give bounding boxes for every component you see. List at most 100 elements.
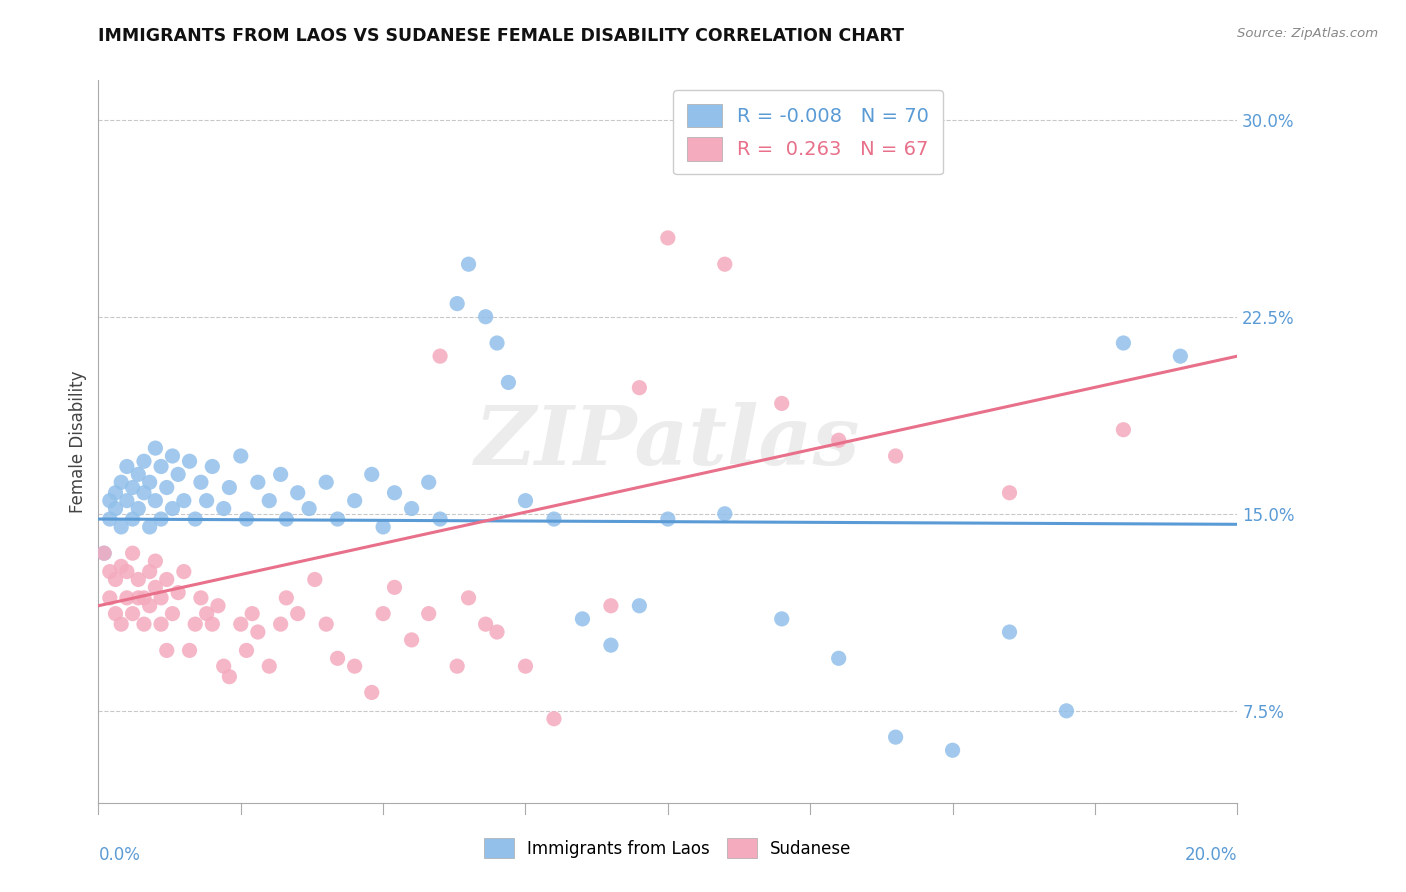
- Point: [384, 485, 406, 500]
- Point: [714, 257, 737, 271]
- Point: [145, 493, 167, 508]
- Point: [235, 643, 257, 657]
- Point: [115, 493, 138, 508]
- Point: [515, 493, 537, 508]
- Point: [184, 617, 207, 632]
- Point: [110, 520, 132, 534]
- Point: [156, 643, 179, 657]
- Point: [998, 625, 1021, 640]
- Point: [498, 376, 520, 390]
- Point: [138, 475, 160, 490]
- Point: [121, 481, 143, 495]
- Point: [418, 475, 440, 490]
- Point: [446, 296, 468, 310]
- Point: [190, 591, 212, 605]
- Point: [190, 475, 212, 490]
- Point: [884, 449, 907, 463]
- Point: [218, 481, 240, 495]
- Point: [326, 512, 349, 526]
- Legend: Immigrants from Laos, Sudanese: Immigrants from Laos, Sudanese: [475, 830, 860, 867]
- Point: [770, 612, 793, 626]
- Point: [121, 512, 143, 526]
- Point: [315, 617, 337, 632]
- Point: [207, 599, 229, 613]
- Point: [270, 467, 292, 482]
- Point: [657, 231, 679, 245]
- Point: [287, 607, 309, 621]
- Point: [360, 685, 382, 699]
- Point: [98, 512, 121, 526]
- Point: [93, 546, 115, 560]
- Point: [304, 573, 326, 587]
- Point: [229, 617, 252, 632]
- Text: IMMIGRANTS FROM LAOS VS SUDANESE FEMALE DISABILITY CORRELATION CHART: IMMIGRANTS FROM LAOS VS SUDANESE FEMALE …: [98, 27, 904, 45]
- Point: [446, 659, 468, 673]
- Point: [474, 310, 496, 324]
- Point: [270, 617, 292, 632]
- Point: [1112, 423, 1135, 437]
- Point: [828, 651, 851, 665]
- Point: [132, 591, 155, 605]
- Point: [98, 493, 121, 508]
- Point: [240, 607, 263, 621]
- Point: [384, 580, 406, 594]
- Point: [218, 670, 240, 684]
- Point: [418, 607, 440, 621]
- Point: [132, 617, 155, 632]
- Point: [115, 591, 138, 605]
- Point: [195, 607, 218, 621]
- Point: [145, 580, 167, 594]
- Point: [401, 632, 423, 647]
- Point: [828, 434, 851, 448]
- Point: [486, 336, 509, 351]
- Y-axis label: Female Disability: Female Disability: [69, 370, 87, 513]
- Point: [457, 257, 479, 271]
- Point: [212, 659, 235, 673]
- Point: [138, 520, 160, 534]
- Point: [657, 512, 679, 526]
- Point: [184, 512, 207, 526]
- Point: [235, 512, 257, 526]
- Point: [110, 559, 132, 574]
- Point: [127, 591, 149, 605]
- Point: [600, 599, 623, 613]
- Point: [373, 607, 395, 621]
- Point: [373, 520, 395, 534]
- Point: [162, 607, 184, 621]
- Point: [167, 467, 190, 482]
- Point: [714, 507, 737, 521]
- Point: [600, 638, 623, 652]
- Point: [276, 591, 298, 605]
- Point: [127, 467, 149, 482]
- Point: [276, 512, 298, 526]
- Point: [259, 659, 281, 673]
- Point: [150, 459, 173, 474]
- Point: [474, 617, 496, 632]
- Point: [156, 481, 179, 495]
- Point: [201, 617, 224, 632]
- Point: [246, 475, 269, 490]
- Point: [401, 501, 423, 516]
- Point: [121, 607, 143, 621]
- Point: [1112, 336, 1135, 351]
- Point: [298, 501, 321, 516]
- Point: [315, 475, 337, 490]
- Point: [229, 449, 252, 463]
- Point: [98, 565, 121, 579]
- Point: [104, 501, 127, 516]
- Point: [104, 485, 127, 500]
- Point: [115, 565, 138, 579]
- Point: [127, 501, 149, 516]
- Point: [212, 501, 235, 516]
- Point: [457, 591, 479, 605]
- Point: [343, 659, 366, 673]
- Point: [110, 617, 132, 632]
- Point: [138, 599, 160, 613]
- Point: [195, 493, 218, 508]
- Point: [246, 625, 269, 640]
- Point: [132, 454, 155, 468]
- Point: [127, 573, 149, 587]
- Point: [287, 485, 309, 500]
- Point: [343, 493, 366, 508]
- Point: [145, 441, 167, 455]
